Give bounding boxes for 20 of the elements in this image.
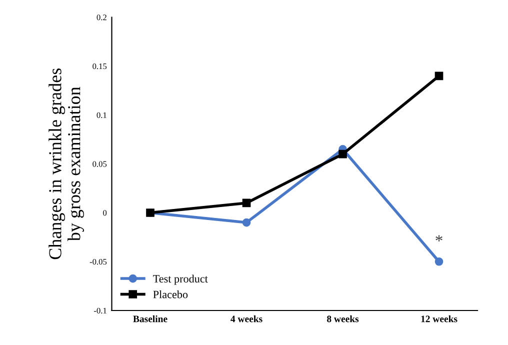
annotation: *: [436, 235, 442, 242]
y-tick-label: 0.15: [92, 63, 107, 70]
y-tick-label: -0.05: [90, 258, 107, 265]
x-tick-label: 12 weeks: [421, 315, 458, 322]
point: [242, 198, 251, 208]
point: [434, 72, 444, 80]
y-axis-title: Changes in wrinkle grades by gross examination: [48, 68, 84, 260]
point: [242, 218, 251, 227]
legend-label: Test product: [153, 274, 208, 285]
x-tick-label: Baseline: [133, 315, 168, 322]
point: [434, 257, 444, 266]
point: [338, 150, 347, 158]
x-tick-label: 8 weeks: [327, 315, 359, 322]
legend-label: Placebo: [153, 290, 188, 298]
x-tick-label: 4 weeks: [230, 315, 262, 322]
y-tick-label: 0: [103, 210, 107, 216]
y-tick-label: -0.1: [94, 308, 106, 314]
y-tick-label: 0.05: [92, 161, 107, 167]
y-tick-label: 0.1: [96, 112, 106, 118]
y-tick-label: 0.2: [96, 14, 106, 20]
